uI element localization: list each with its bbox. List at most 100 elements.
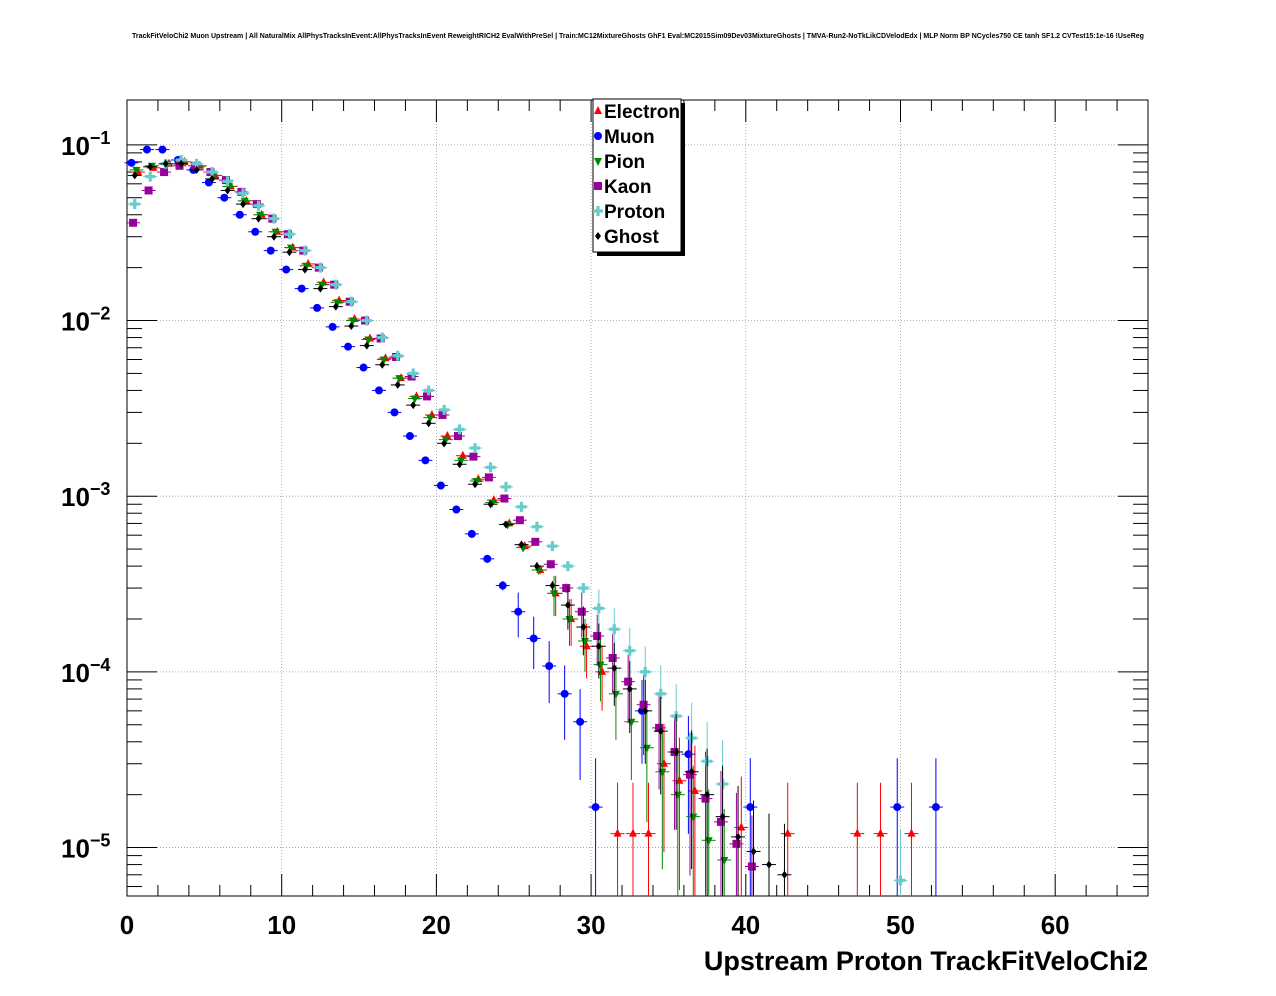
x-axis-title: Upstream Proton TrackFitVeloChi2 [704, 946, 1148, 976]
muon-point [127, 158, 136, 167]
series-layer [124, 145, 943, 896]
kaon-point [655, 723, 664, 732]
ghost-point [410, 401, 417, 410]
ghost-point [441, 439, 448, 448]
x-tick-label: 40 [731, 910, 760, 940]
ghost-point [503, 520, 510, 529]
proton-point-v [628, 645, 632, 656]
muon-point [251, 227, 260, 236]
muon-point [266, 246, 275, 255]
legend-box [592, 98, 682, 253]
ghost-point [255, 214, 262, 223]
electron-point [876, 828, 885, 837]
proton-point-v [442, 404, 446, 415]
proton-point [315, 262, 326, 273]
ghost-point [394, 380, 401, 389]
ghost-point [348, 322, 355, 331]
proton-point [531, 521, 542, 532]
muon-point [390, 408, 399, 417]
ghost-point [611, 664, 618, 673]
proton-point-v [504, 481, 508, 492]
muon-point [467, 529, 476, 538]
ghost-point [750, 847, 757, 856]
legend-marker-pion [594, 158, 602, 166]
muon-point [313, 303, 322, 312]
proton-point [578, 583, 589, 594]
ghost-point [549, 581, 556, 590]
ghost-point [317, 284, 324, 293]
ghost-point [518, 540, 525, 549]
muon-point [282, 265, 291, 274]
pion-point [132, 166, 141, 175]
kaon-point [469, 452, 478, 461]
proton-point [129, 199, 140, 210]
pion-point [333, 299, 342, 308]
proton-point-v [581, 583, 585, 594]
proton-point-v [256, 200, 261, 211]
pion-point [410, 395, 419, 404]
proton-point [238, 188, 249, 199]
x-tick-label: 0 [120, 910, 134, 940]
proton-point-v [210, 167, 214, 178]
proton-point [485, 462, 496, 473]
ghost-point [564, 601, 571, 610]
proton-point-v [535, 521, 539, 532]
kaon-point [747, 862, 756, 871]
pion-point [364, 336, 373, 345]
muon-point [421, 456, 430, 465]
kaon-point [500, 494, 509, 503]
ghost-point [626, 684, 633, 693]
proton-point-v [148, 171, 152, 182]
pion-point [287, 244, 296, 253]
legend: Electron Muon Pion Kaon Proton Ghost [592, 98, 685, 256]
ghost-point [425, 419, 432, 428]
ghost-point [363, 341, 370, 350]
kaon-point [732, 839, 741, 848]
proton-point-v [457, 424, 462, 435]
kaon-point [144, 186, 153, 195]
ghost-point [688, 767, 695, 776]
x-tick-label: 20 [422, 910, 451, 940]
muon-point [893, 803, 902, 812]
pion-point [550, 590, 559, 599]
muon-point [375, 386, 384, 395]
proton-point-v [597, 603, 601, 614]
legend-marker-electron [594, 106, 602, 114]
legend-label-proton: Proton [604, 202, 665, 223]
kaon-point [252, 200, 261, 209]
pion-point [256, 211, 265, 220]
kaon-point [190, 161, 199, 170]
proton-point-v [550, 541, 555, 552]
proton-point-v [380, 332, 384, 343]
proton-point-v [365, 315, 369, 326]
pion-point [240, 197, 249, 206]
proton-point [145, 171, 156, 182]
proton-point-v [643, 666, 647, 677]
proton-point [330, 279, 341, 290]
ghost-point [704, 790, 711, 799]
grid [127, 100, 1148, 896]
ghost-point [332, 302, 339, 311]
proton-point-v [225, 176, 230, 187]
ghost-point [673, 747, 680, 756]
muon-point [746, 803, 755, 812]
ghost-point [657, 727, 664, 736]
y-tick-label: 10−3 [61, 479, 110, 512]
kaon-point [531, 537, 540, 546]
ghost-point [781, 870, 788, 879]
proton-point [895, 875, 906, 886]
kaon-point [701, 794, 710, 803]
ghost-point [147, 162, 154, 171]
muon-point [498, 581, 507, 590]
ghost-point [580, 623, 587, 632]
proton-point [284, 229, 295, 240]
proton-point-v [272, 213, 276, 224]
ghost-point [131, 171, 138, 180]
proton-point [501, 481, 512, 492]
legend-label-ghost: Ghost [604, 227, 660, 248]
kaon-point [562, 584, 571, 593]
ghost-point [642, 706, 649, 715]
ghost-point [178, 159, 185, 168]
proton-point-v [612, 624, 616, 635]
axis-ticks [126, 100, 1149, 896]
